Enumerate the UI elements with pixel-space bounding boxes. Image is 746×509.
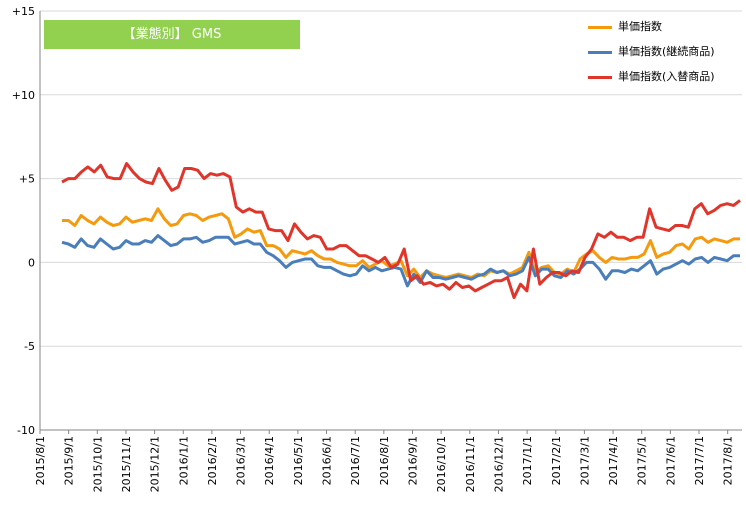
y-tick-label: +15: [12, 5, 35, 18]
x-tick-label: 2017/8/1: [722, 436, 735, 485]
x-tick-labels: 2015/8/1 2015/9/1 2015/10/1 2015/11/1 2015/1…: [34, 436, 735, 492]
x-tick-label: 2016/2/1: [206, 436, 219, 485]
x-tick-label: 2015/8/1: [34, 436, 47, 485]
x-tick-label: 2016/9/1: [406, 436, 419, 485]
y-tick-label: -10: [17, 424, 35, 437]
x-tick-label: 2016/7/1: [349, 436, 362, 485]
x-tick-label: 2015/9/1: [63, 436, 76, 485]
chart-title-box: 【業態別】 GMS: [44, 20, 300, 49]
x-tick-label: 2017/1/1: [521, 436, 534, 485]
x-tick-label: 2017/2/1: [550, 436, 563, 485]
y-tick-label: -5: [24, 340, 35, 353]
series-line-2: [61, 162, 741, 300]
series-line-1: [61, 234, 740, 288]
legend-swatch-1: [588, 51, 612, 54]
x-tick-label: 2016/5/1: [292, 436, 305, 485]
y-tick-label: +5: [19, 173, 35, 186]
x-tick-label: 2017/5/1: [636, 436, 649, 485]
x-tick-label: 2016/12/1: [492, 436, 505, 492]
legend-swatch-0: [588, 26, 612, 29]
x-tick-label: 2015/12/1: [149, 436, 162, 492]
x-tick-label: 2015/10/1: [91, 436, 104, 492]
x-tick-label: 2017/4/1: [607, 436, 620, 485]
legend-label-1: 単価指数(継続商品): [618, 45, 715, 58]
legend-swatch-2: [588, 76, 612, 79]
x-tick-label: 2015/11/1: [120, 436, 133, 492]
x-tick-label: 2017/7/1: [693, 436, 706, 485]
axes: [39, 11, 742, 434]
y-tick-label: +10: [12, 89, 35, 102]
x-tick-label: 2016/1/1: [177, 436, 190, 485]
x-tick-label: 2016/6/1: [321, 436, 334, 485]
x-tick-label: 2017/6/1: [664, 436, 677, 485]
series-lines: [61, 162, 741, 300]
chart-title: 【業態別】 GMS: [122, 27, 222, 42]
legend-label-2: 単価指数(入替商品): [618, 70, 715, 83]
series-line-0: [62, 207, 740, 279]
y-tick-labels: +15 +10 +5 0 -5 -10: [12, 5, 35, 437]
x-tick-label: 2017/3/1: [578, 436, 591, 485]
x-tick-label: 2016/11/1: [464, 436, 477, 492]
x-tick-label: 2016/8/1: [378, 436, 391, 485]
y-tick-label: 0: [28, 256, 35, 269]
legend-label-0: 単価指数: [618, 20, 662, 33]
x-tick-label: 2016/3/1: [235, 436, 248, 485]
x-tick-label: 2016/4/1: [263, 436, 276, 485]
x-tick-label: 2016/10/1: [435, 436, 448, 492]
